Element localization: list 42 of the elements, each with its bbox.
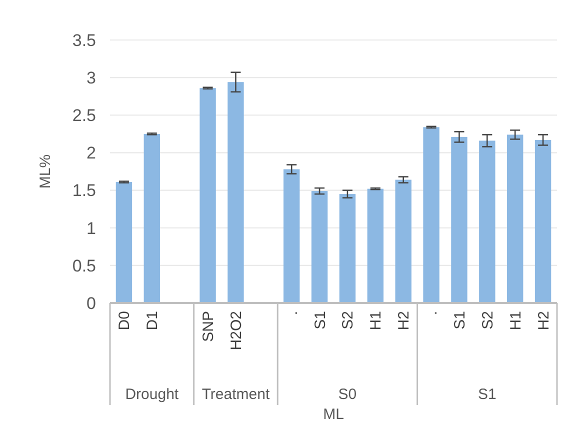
x-tick-label: H2 [535, 311, 552, 330]
bar [534, 140, 552, 303]
x-tick-label: . [424, 311, 441, 316]
bar [200, 88, 216, 303]
bar [339, 194, 356, 303]
y-tick-label: 3 [86, 68, 96, 88]
x-tick-label: D1 [144, 311, 162, 330]
y-tick-label: 2.5 [72, 106, 96, 126]
y-axis-title: ML% [37, 154, 54, 189]
bar [116, 182, 132, 303]
x-tick-label: S1 [451, 311, 468, 330]
y-tick-label: 1 [86, 218, 96, 238]
bar [144, 134, 160, 303]
bar [395, 180, 412, 303]
text: S1 [478, 386, 496, 403]
bar [311, 191, 328, 303]
bar [479, 140, 496, 303]
x-tick-label: S1 [312, 311, 329, 330]
text: S0 [338, 386, 357, 403]
x-tick-label: H1 [507, 311, 524, 330]
x-tick-label: H2O2 [228, 311, 245, 350]
x-tick-label: S2 [479, 311, 496, 330]
x-tick-label: H2 [396, 311, 413, 330]
x-tick-label: S2 [340, 311, 357, 330]
text: Treatment [202, 386, 270, 403]
x-tick-label: D0 [116, 311, 134, 330]
bar [367, 188, 384, 303]
x-tick-label: SNP [200, 311, 218, 342]
y-tick-label: 3.5 [72, 30, 96, 50]
text: Drought [125, 386, 180, 403]
bar [283, 169, 300, 303]
y-tick-label: 2 [86, 144, 96, 163]
bar [506, 134, 524, 303]
x-axis-title: ML [323, 406, 344, 423]
bar [451, 136, 468, 303]
y-tick-label: 1.5 [72, 181, 96, 200]
bar [423, 127, 440, 303]
bar [228, 82, 244, 303]
x-tick-label: . [284, 311, 301, 316]
y-tick-label: 0 [86, 294, 96, 313]
x-tick-label: H1 [368, 311, 385, 330]
y-tick-label: 0.5 [72, 256, 96, 276]
